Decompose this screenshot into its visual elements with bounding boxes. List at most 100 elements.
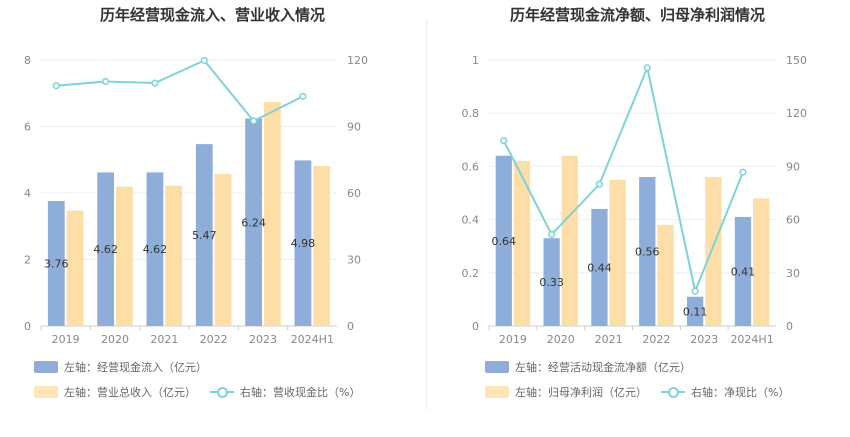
ratio-line: [502, 64, 744, 295]
legend-item-revenue-cash-ratio[interactable]: 右轴：营收现金比（%）: [210, 384, 360, 400]
ratio-line: [56, 59, 304, 123]
legend-label: 右轴：营收现金比（%）: [240, 386, 361, 399]
legend-label: 左轴：营业总收入（亿元）: [64, 386, 196, 399]
bar-data-label: 6.24: [241, 216, 266, 229]
y-right-tick-label: 30: [786, 267, 800, 280]
bar-primary: [495, 155, 512, 326]
legend-item-net-cashflow[interactable]: 左轴：经营活动现金流净额（亿元）: [485, 359, 691, 375]
ratio-point: [548, 230, 556, 239]
bar-data-label: 0.44: [587, 261, 612, 274]
y-left-tick-label: 0: [24, 320, 31, 333]
bar-data-label: 0.64: [492, 235, 517, 248]
legend-item-net-profit[interactable]: 左轴：归母净利润（亿元）: [485, 384, 647, 400]
legend-line-marker-icon: [210, 386, 234, 398]
legend-label: 左轴：经营现金流入（亿元）: [64, 361, 207, 374]
y-left-tick-label: 6: [24, 121, 31, 134]
bar-secondary: [561, 155, 579, 326]
bar-secondary: [609, 179, 626, 326]
legend-item-revenue[interactable]: 左轴：营业总收入（亿元）: [34, 384, 196, 400]
chart-title: 历年经营现金流入、营业收入情况: [99, 6, 325, 24]
bar-secondary: [753, 198, 770, 326]
legend-swatch: [485, 361, 509, 373]
x-tick-label: 2020: [101, 333, 129, 346]
x-tick-label: 2021: [595, 333, 623, 346]
legend-row-1: 左轴：经营活动现金流净额（亿元）: [485, 359, 705, 375]
bar-secondary: [116, 186, 133, 326]
y-left-tick-label: 0: [472, 320, 479, 333]
bar-data-label: 0.41: [731, 265, 756, 278]
y-left-tick-label: 8: [24, 54, 31, 67]
x-tick-label: 2022: [200, 333, 228, 346]
y-right-tick-label: 90: [347, 121, 361, 134]
bar-primary: [591, 208, 608, 326]
x-tick-label: 2020: [547, 333, 575, 346]
legend-swatch: [34, 386, 58, 398]
y-left-tick-label: 4: [24, 187, 31, 200]
legend-row-2: 左轴：归母净利润（亿元） 右轴：净现比（%）: [485, 384, 803, 400]
bar-primary: [294, 160, 312, 326]
x-tick-label: 2022: [642, 333, 670, 346]
bar-primary: [639, 177, 656, 326]
y-right-tick-label: 60: [347, 187, 361, 200]
legend-row-1: 左轴：经营现金流入（亿元）: [34, 359, 221, 375]
x-tick-label: 2024H1: [291, 333, 334, 346]
bar-primary: [97, 172, 114, 326]
bar-data-label: 3.76: [44, 257, 69, 270]
bar-secondary: [705, 177, 722, 326]
bar-data-label: 0.33: [539, 276, 564, 289]
ratio-point: [151, 79, 159, 87]
cashflow-revenue-chart: 0 2 4 6 8 0 30 60 90 120 2019 3.76 2020 4.62 2021 4.62 2…: [24, 54, 368, 346]
y-left-tick-label: 0.2: [462, 267, 480, 280]
bar-secondary: [513, 161, 531, 326]
netcash-profit-chart: 0 0.2 0.4 0.6 0.8 1 0 30 60 90 120 150 2019 0.64 2020 0…: [462, 54, 808, 346]
bar-primary: [47, 200, 65, 326]
y-right-tick-label: 60: [786, 214, 800, 227]
bar-primary: [245, 118, 262, 327]
cashflow-revenue-panel: 历年经营现金流入、营业收入情况 0 2 4 6 8 0 30 60 90 120 2019 3.76 2…: [24, 6, 368, 400]
y-left-tick-label: 1: [472, 54, 479, 67]
legend-item-net-cash-ratio[interactable]: 右轴：净现比（%）: [661, 384, 789, 400]
legend-swatch: [34, 361, 58, 373]
panel-divider: [426, 20, 427, 410]
y-right-tick-label: 150: [786, 54, 807, 67]
bar-primary: [686, 296, 704, 326]
ratio-point: [200, 56, 208, 65]
x-tick-label: 2024H1: [730, 333, 773, 346]
chart-title: 历年经营现金流净额、归母净利润情况: [509, 6, 765, 24]
legend-label: 左轴：经营活动现金流净额（亿元）: [515, 361, 691, 374]
bar-secondary: [165, 185, 183, 326]
bar-secondary: [66, 210, 84, 326]
ratio-point: [102, 77, 110, 86]
legend-label: 左轴：归母净利润（亿元）: [515, 386, 647, 399]
y-right-tick-label: 30: [347, 254, 361, 267]
bar-secondary: [313, 166, 331, 326]
bar-data-label: 5.47: [192, 229, 217, 242]
bar-data-label: 4.62: [93, 243, 118, 256]
x-tick-label: 2019: [52, 333, 80, 346]
ratio-point: [52, 82, 60, 90]
netcash-profit-panel: 历年经营现金流净额、归母净利润情况 0 0.2 0.4 0.6 0.8 1 0 30 60 90 1…: [425, 0, 850, 437]
bar-secondary: [657, 224, 674, 326]
bar-data-label: 0.11: [683, 305, 708, 318]
bar-data-label: 0.56: [635, 246, 660, 259]
bar-data-label: 4.98: [291, 237, 316, 250]
x-tick-label: 2019: [499, 333, 527, 346]
y-left-tick-label: 2: [24, 254, 31, 267]
y-right-tick-label: 0: [786, 320, 793, 333]
ratio-point: [739, 168, 747, 176]
x-tick-label: 2023: [249, 333, 277, 346]
x-tick-label: 2021: [150, 333, 178, 346]
bar-secondary: [264, 101, 281, 327]
ratio-point: [691, 287, 699, 295]
ratio-point: [595, 180, 604, 188]
y-right-tick-label: 90: [786, 160, 800, 173]
ratio-point: [299, 92, 307, 100]
legend-item-cash-inflow[interactable]: 左轴：经营现金流入（亿元）: [34, 359, 207, 375]
bar-data-label: 4.62: [143, 243, 168, 256]
bar-primary: [146, 172, 164, 326]
y-left-tick-label: 0.6: [462, 160, 480, 173]
x-tick-label: 2023: [690, 333, 718, 346]
legend-swatch: [485, 386, 509, 398]
ratio-point: [250, 117, 258, 125]
legend-line-marker-icon: [661, 386, 685, 398]
